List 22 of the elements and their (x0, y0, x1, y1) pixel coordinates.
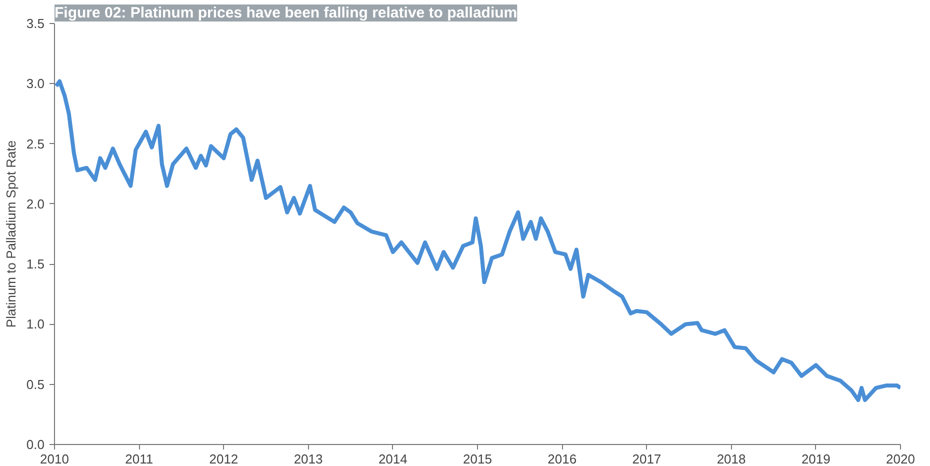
y-tick-label: 2.0 (26, 196, 45, 212)
y-tick-label: 3.0 (26, 76, 45, 92)
x-tick-label: 2014 (378, 452, 408, 466)
x-tick-label: 2017 (632, 452, 662, 466)
x-tick-label: 2016 (548, 452, 577, 466)
y-tick-label: 1.5 (26, 256, 45, 272)
y-tick-label: 0.0 (26, 437, 45, 452)
y-tick-label: 3.5 (26, 16, 45, 31)
chart-title: Figure 02: Platinum prices have been falling relative to palladium (54, 4, 518, 22)
y-tick-label: 1.0 (26, 316, 45, 332)
x-tick-label: 2013 (294, 452, 323, 466)
line-series (54, 79, 900, 402)
x-tick-label: 2020 (886, 452, 915, 466)
x-tick-label: 2010 (40, 452, 69, 466)
y-tick-label: 2.5 (26, 136, 45, 152)
x-tick-label: 2015 (463, 452, 492, 466)
y-axis-title: Platinum to Palladium Spot Rate (3, 140, 18, 328)
y-tick-label: 0.5 (26, 376, 45, 392)
x-tick-label: 2019 (801, 452, 830, 466)
x-tick-label: 2018 (716, 452, 746, 466)
x-tick-label: 2011 (125, 452, 154, 466)
x-tick-label: 2012 (209, 452, 238, 466)
